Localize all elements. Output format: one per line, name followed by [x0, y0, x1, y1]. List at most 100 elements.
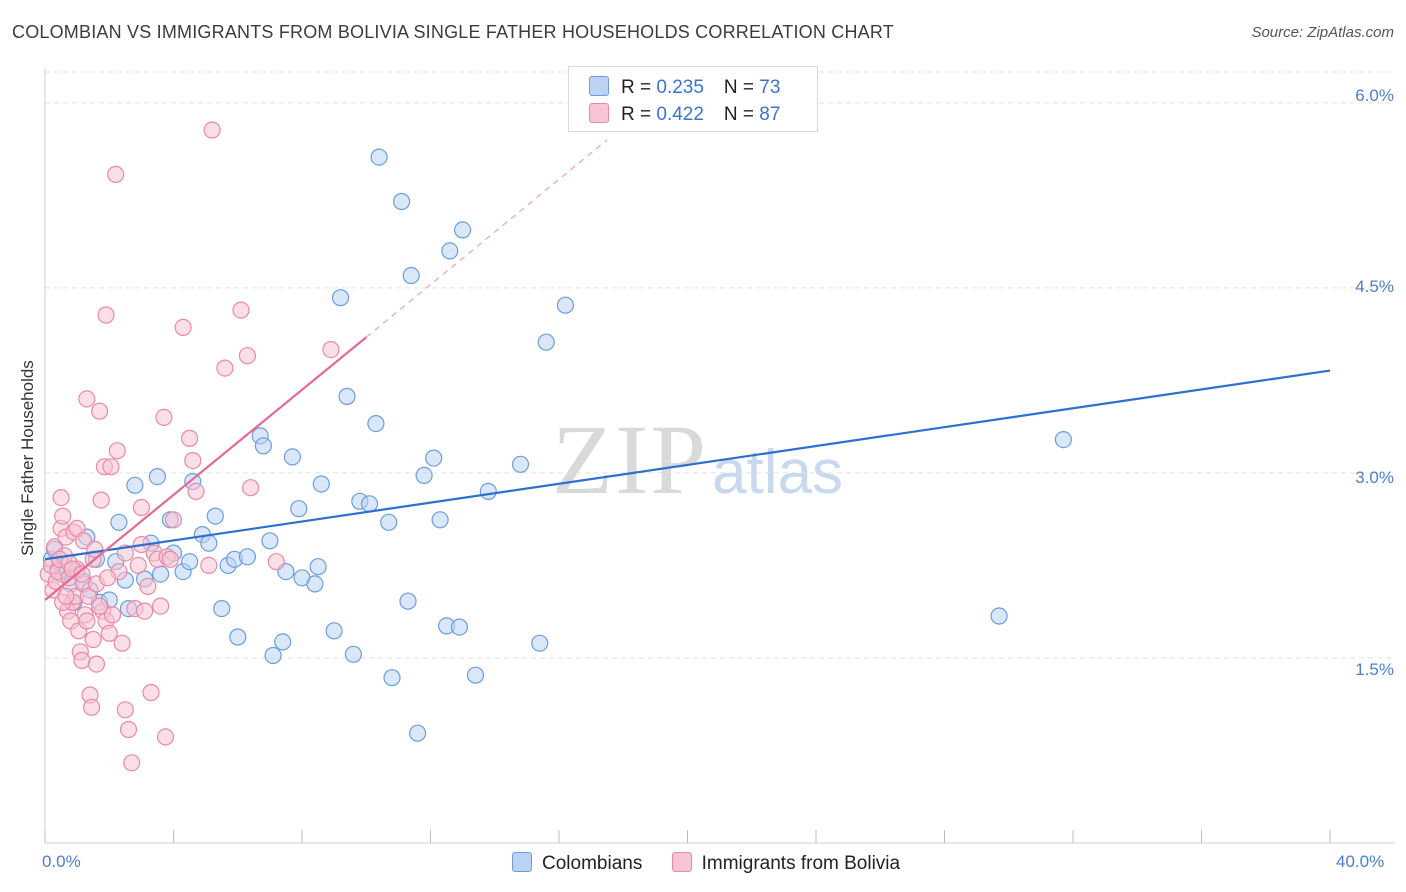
point-bolivia: [100, 624, 118, 642]
legend-swatch: [512, 852, 532, 872]
point-bolivia: [116, 701, 134, 719]
point-colombians: [441, 242, 459, 260]
point-bolivia: [161, 550, 179, 568]
legend-swatch: [671, 852, 692, 872]
point-colombians: [479, 482, 497, 500]
point-bolivia: [78, 390, 96, 408]
legend-swatch: [589, 103, 609, 123]
legend-row-colombians: R = 0.235 N = 73: [589, 76, 780, 99]
point-bolivia: [57, 587, 75, 605]
point-colombians: [383, 669, 401, 687]
legend-label: Colombians: [542, 853, 643, 874]
point-bolivia: [139, 577, 157, 596]
point-colombians: [325, 622, 343, 640]
point-bolivia: [232, 301, 250, 319]
point-bolivia: [52, 489, 70, 507]
point-colombians: [466, 666, 485, 684]
point-colombians: [370, 148, 388, 166]
point-bolivia: [216, 359, 234, 377]
point-colombians: [556, 296, 575, 314]
stats-legend: R = 0.235 N = 73 R = 0.422 N = 87: [568, 66, 818, 132]
point-bolivia: [78, 612, 96, 630]
n-value: 87: [759, 104, 781, 125]
n-label: N =: [723, 104, 760, 125]
r-value: 0.235: [656, 77, 704, 98]
point-colombians: [181, 553, 199, 571]
point-bolivia: [108, 442, 126, 460]
point-colombians: [152, 565, 170, 583]
r-label: R =: [621, 77, 657, 98]
legend-item-bolivia[interactable]: Immigrants from Bolivia: [671, 852, 900, 875]
point-colombians: [290, 500, 308, 518]
legend-row-bolivia: R = 0.422 N = 87: [589, 103, 780, 126]
point-bolivia: [238, 347, 256, 365]
point-bolivia: [73, 651, 91, 670]
point-colombians: [306, 575, 324, 593]
point-bolivia: [184, 452, 202, 470]
point-bolivia: [203, 121, 221, 139]
point-bolivia: [187, 482, 205, 500]
point-bolivia: [156, 728, 175, 746]
point-bolivia: [164, 511, 183, 529]
point-bolivia: [181, 429, 199, 447]
n-label: N =: [723, 77, 760, 98]
r-label: R =: [621, 104, 657, 125]
point-bolivia: [74, 532, 93, 550]
watermark-zip: ZIP: [552, 404, 708, 515]
point-colombians: [331, 289, 350, 307]
trendline-colombians: [44, 369, 1331, 561]
point-colombians: [261, 532, 279, 550]
y-tick-label: 3.0%: [1355, 468, 1394, 487]
point-bolivia: [152, 597, 170, 615]
point-bolivia: [103, 606, 122, 624]
point-colombians: [531, 634, 549, 652]
point-bolivia: [97, 306, 115, 324]
point-bolivia: [119, 720, 138, 739]
point-bolivia: [90, 597, 109, 615]
trendline-bolivia-extension: [365, 139, 608, 338]
point-colombians: [990, 607, 1008, 625]
point-bolivia: [87, 655, 106, 673]
y-tick-label: 4.5%: [1355, 277, 1394, 296]
point-bolivia: [98, 569, 117, 587]
point-bolivia: [82, 698, 101, 716]
point-colombians: [450, 618, 468, 636]
point-bolivia: [113, 634, 131, 652]
point-bolivia: [155, 408, 173, 426]
point-colombians: [425, 449, 443, 467]
point-colombians: [1054, 431, 1073, 449]
point-bolivia: [54, 507, 72, 525]
point-colombians: [206, 507, 224, 525]
point-colombians: [431, 511, 449, 529]
point-bolivia: [132, 498, 150, 517]
point-bolivia: [79, 587, 98, 605]
y-tick-label: 1.5%: [1355, 660, 1394, 679]
point-bolivia: [200, 556, 218, 575]
point-colombians: [380, 513, 398, 531]
point-colombians: [229, 628, 247, 646]
point-colombians: [238, 548, 256, 566]
point-colombians: [213, 599, 231, 618]
point-colombians: [415, 466, 433, 484]
point-bolivia: [73, 565, 91, 583]
legend-item-colombians[interactable]: Colombians: [512, 852, 642, 875]
point-colombians: [360, 495, 379, 513]
series-legend: Colombians Immigrants from Bolivia: [512, 852, 924, 875]
point-bolivia: [142, 683, 160, 702]
point-colombians: [338, 387, 356, 405]
point-bolivia: [174, 318, 192, 336]
point-colombians: [283, 448, 301, 466]
point-colombians: [274, 633, 292, 651]
point-bolivia: [123, 754, 141, 772]
point-colombians: [200, 534, 218, 552]
point-colombians: [537, 333, 555, 351]
point-colombians: [399, 592, 417, 610]
point-colombians: [312, 475, 330, 493]
point-bolivia: [242, 479, 260, 497]
point-bolivia: [267, 553, 285, 571]
trendline-bolivia: [44, 336, 367, 601]
y-tick-label: 6.0%: [1355, 86, 1394, 105]
n-value: 73: [759, 77, 781, 98]
point-colombians: [309, 558, 327, 576]
point-bolivia: [107, 165, 125, 183]
